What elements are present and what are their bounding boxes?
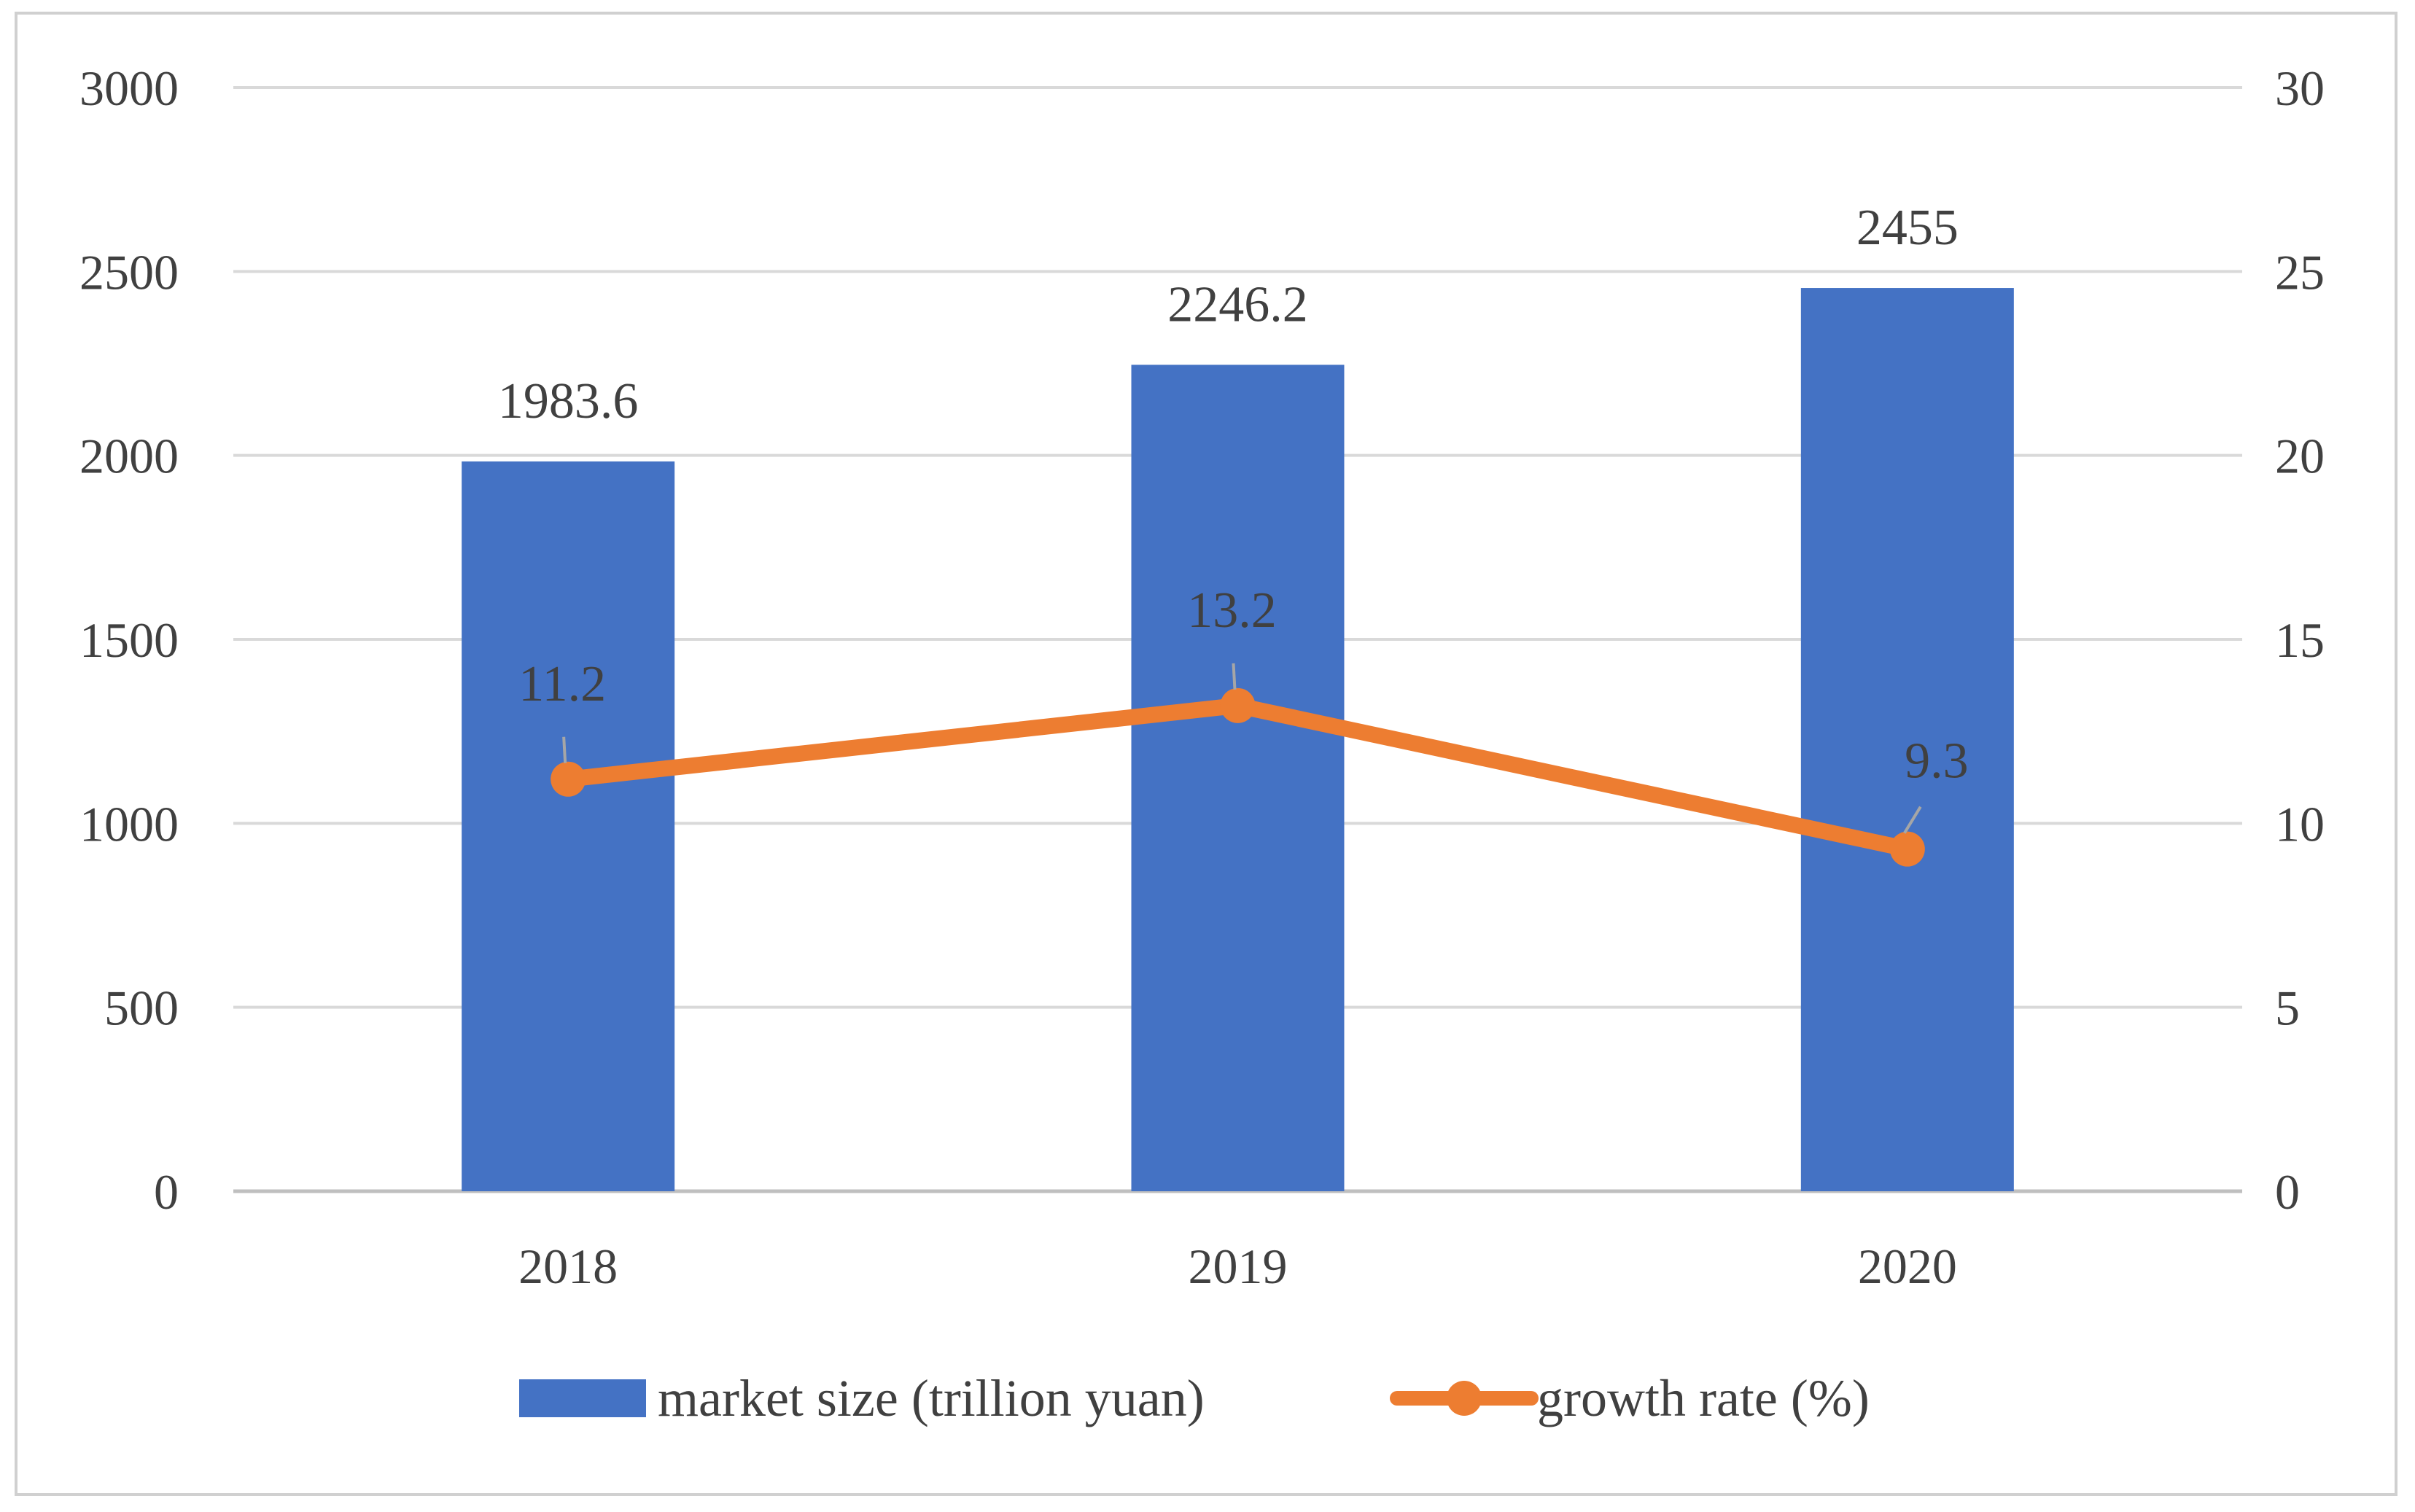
y-left-tick-label: 1500 <box>79 612 179 668</box>
line-value-label: 11.2 <box>518 656 606 712</box>
line-point <box>551 761 586 797</box>
line-point <box>1220 687 1256 723</box>
legend-bar-label: market size (trillion yuan) <box>658 1369 1205 1427</box>
y-right-tick-label: 15 <box>2275 612 2325 668</box>
leader-line <box>1232 663 1237 690</box>
line-value-label: 13.2 <box>1187 582 1277 639</box>
y-right-tick-label: 25 <box>2275 244 2325 300</box>
data-labels: 1983.6 2246.2 2455 11.2 13.2 9.3 <box>498 200 1969 834</box>
bar-value-label: 2455 <box>1856 200 1959 256</box>
bar <box>462 461 675 1191</box>
axis-labels: 0 0 500 5 1000 10 1500 15 2000 20 2500 25 3000 30 2018… <box>79 61 2325 1294</box>
y-right-tick-label: 20 <box>2275 429 2325 484</box>
line-series <box>551 687 1925 867</box>
y-left-tick-label: 500 <box>104 981 179 1036</box>
legend: market size (trillion yuan) growth rate (… <box>519 1369 1870 1427</box>
bar <box>1131 365 1345 1191</box>
line-value-label: 9.3 <box>1905 733 1969 790</box>
y-right-tick-label: 5 <box>2275 981 2300 1036</box>
leader-line <box>562 736 567 763</box>
x-tick-label: 2019 <box>1189 1239 1288 1294</box>
bar-value-label: 2246.2 <box>1167 276 1308 332</box>
bar-value-label: 1983.6 <box>498 373 639 429</box>
legend-line-label: growth rate (%) <box>1537 1369 1870 1427</box>
y-left-tick-label: 2000 <box>79 429 179 484</box>
y-right-tick-label: 0 <box>2275 1164 2300 1220</box>
y-left-tick-label: 2500 <box>79 244 179 300</box>
legend-bar-swatch <box>519 1379 646 1417</box>
y-left-tick-label: 1000 <box>79 796 179 852</box>
bar-series <box>462 288 2014 1191</box>
y-left-tick-label: 3000 <box>79 61 179 116</box>
y-left-tick-label: 0 <box>154 1164 179 1220</box>
bar <box>1800 288 2014 1191</box>
y-right-tick-label: 30 <box>2275 61 2325 116</box>
legend-line-marker <box>1447 1381 1482 1416</box>
x-tick-label: 2018 <box>518 1239 618 1294</box>
x-tick-label: 2020 <box>1858 1239 1957 1294</box>
y-right-tick-label: 10 <box>2275 796 2325 852</box>
leader-line <box>1903 806 1922 834</box>
line-point <box>1889 831 1925 867</box>
